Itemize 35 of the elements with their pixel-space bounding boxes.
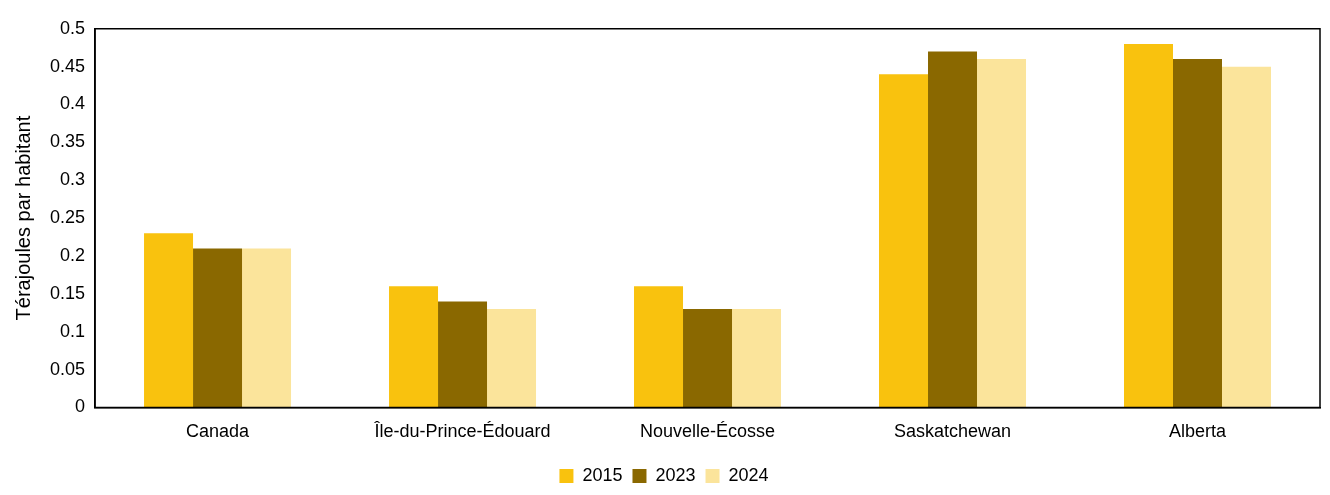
y-tick-label: 0.45 xyxy=(49,55,86,76)
bar xyxy=(879,74,929,408)
bar xyxy=(144,233,194,408)
y-tick-label: 0.3 xyxy=(60,169,86,190)
y-tick-label: 0.05 xyxy=(49,358,86,379)
legend-label: 2023 xyxy=(655,464,696,485)
y-tick-label: 0.25 xyxy=(49,207,86,228)
bar xyxy=(977,59,1027,408)
y-tick-label: 0 xyxy=(75,396,86,417)
legend-label: 2024 xyxy=(728,464,769,485)
bar xyxy=(732,308,782,408)
y-axis-title: Térajoules par habitant xyxy=(11,115,34,321)
y-tick-label: 0.35 xyxy=(49,131,86,152)
x-tick-label: Canada xyxy=(186,421,251,442)
legend-label: 2015 xyxy=(582,464,623,485)
bar xyxy=(193,248,243,408)
bar xyxy=(928,51,978,408)
y-tick-label: 0.5 xyxy=(60,17,86,38)
x-tick-label: Nouvelle-Écosse xyxy=(639,421,776,442)
bar xyxy=(1124,43,1173,408)
x-tick-label: Alberta xyxy=(1168,421,1227,442)
y-tick-label: 0.1 xyxy=(60,320,86,341)
y-tick-label: 0.15 xyxy=(49,282,86,303)
x-tick-label: Île-du-Prince-Édouard xyxy=(373,421,551,442)
bar xyxy=(1222,66,1271,408)
bar xyxy=(634,286,684,408)
y-tick-label: 0.2 xyxy=(60,244,86,265)
y-tick-label: 0.4 xyxy=(60,93,86,114)
bar xyxy=(438,301,488,408)
x-tick-label: Saskatchewan xyxy=(893,421,1012,442)
bar xyxy=(1173,59,1222,408)
bar xyxy=(389,286,439,408)
bar xyxy=(487,308,537,408)
bar xyxy=(242,248,292,408)
bar xyxy=(683,308,733,408)
